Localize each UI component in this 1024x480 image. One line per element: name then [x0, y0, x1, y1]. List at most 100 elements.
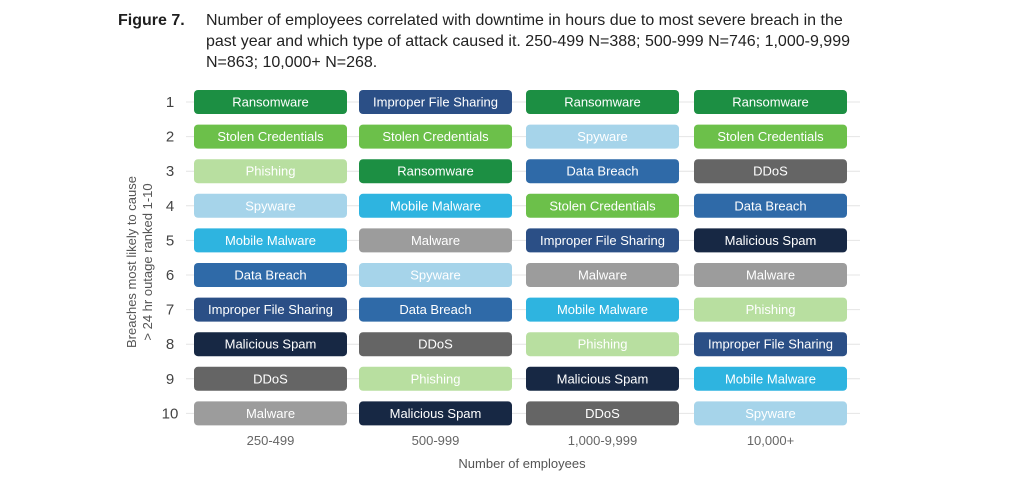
rank-cell-label: Malicious Spam	[557, 371, 649, 386]
rank-label: 1	[166, 94, 174, 111]
rank-cell-label: Malicious Spam	[725, 233, 817, 248]
rank-label: 9	[166, 371, 174, 388]
rank-cell-label: Malware	[578, 268, 627, 283]
rank-label: 5	[166, 232, 174, 249]
rank-cell-label: Mobile Malware	[725, 371, 816, 386]
x-axis-label: Number of employees	[458, 456, 586, 471]
rank-cell	[359, 332, 512, 357]
y-axis-label-line: > 24 hr outage ranked 1-10	[140, 183, 155, 340]
rank-cell	[194, 297, 347, 322]
rank-cell-label: Spyware	[577, 129, 628, 144]
rank-cell	[359, 193, 512, 218]
rank-cell-label: Data Breach	[734, 198, 806, 213]
rank-cell	[194, 90, 347, 114]
rank-cell-label: Ransomware	[397, 164, 474, 179]
rank-cell-label: Malicious Spam	[390, 406, 482, 421]
rank-cell	[526, 159, 679, 184]
rank-cell-label: Mobile Malware	[557, 302, 648, 317]
rank-cell	[694, 228, 847, 253]
rank-cell-label: DDoS	[418, 337, 453, 352]
rank-cell	[526, 228, 679, 253]
rank-cell	[359, 366, 512, 391]
rank-cell	[359, 90, 512, 114]
rank-cell-label: Phishing	[746, 302, 796, 317]
y-axis-label: Breaches most likely to cause > 24 hr out…	[124, 176, 155, 348]
rank-cell	[526, 401, 679, 426]
rank-cell	[694, 332, 847, 357]
rank-cell	[694, 124, 847, 149]
column-label: 10,000+	[747, 433, 794, 448]
column-label: 250-499	[247, 433, 295, 448]
rank-cell	[359, 297, 512, 322]
rank-cell-label: Malware	[246, 406, 295, 421]
rank-cell	[194, 159, 347, 184]
rank-cell-label: Spyware	[745, 406, 796, 421]
rank-cell-label: Stolen Credentials	[217, 129, 324, 144]
rank-cell-label: Phishing	[578, 337, 628, 352]
rank-cell	[526, 193, 679, 218]
rank-cell-label: Malicious Spam	[225, 337, 317, 352]
rank-cell-label: Improper File Sharing	[373, 95, 498, 110]
rank-cell-label: Spyware	[410, 268, 461, 283]
rank-cell	[359, 401, 512, 426]
rank-cell	[359, 228, 512, 253]
rank-cell	[359, 159, 512, 184]
rank-cell-label: Malware	[746, 268, 795, 283]
y-axis-label-line: Breaches most likely to cause	[124, 176, 139, 348]
rank-cell-label: Improper File Sharing	[540, 233, 665, 248]
rank-cell-label: Malware	[411, 233, 460, 248]
rank-cell	[194, 228, 347, 253]
rank-cell	[194, 366, 347, 391]
rank-cell-label: Spyware	[245, 198, 296, 213]
rank-cell-label: Ransomware	[732, 95, 809, 110]
rank-cell-label: Data Breach	[566, 164, 638, 179]
rank-cell	[194, 263, 347, 287]
rank-cell	[359, 263, 512, 287]
rank-cell	[194, 332, 347, 357]
rank-cell	[359, 124, 512, 149]
rank-cell	[194, 193, 347, 218]
rank-cell	[194, 124, 347, 149]
rank-cell-label: Stolen Credentials	[549, 198, 656, 213]
rank-cell-label: Stolen Credentials	[717, 129, 824, 144]
rank-cell	[526, 263, 679, 287]
rank-cell-label: Stolen Credentials	[382, 129, 489, 144]
rank-cell-label: DDoS	[753, 164, 788, 179]
rank-cell	[526, 297, 679, 322]
rank-cell-label: Phishing	[246, 164, 296, 179]
rank-label: 6	[166, 267, 174, 284]
rank-cell	[526, 90, 679, 114]
rank-cell-label: Ransomware	[564, 95, 641, 110]
rank-cell	[694, 263, 847, 287]
figure-label: Figure 7.	[118, 12, 185, 29]
rank-cell-label: Mobile Malware	[390, 198, 481, 213]
rank-cell-label: DDoS	[585, 406, 620, 421]
rank-cell-label: Data Breach	[234, 268, 306, 283]
rank-label: 10	[162, 405, 179, 422]
figure-caption-text: Number of employees correlated with down…	[206, 12, 850, 71]
rank-cell-label: Phishing	[411, 371, 461, 386]
rank-cell-label: Ransomware	[232, 95, 309, 110]
rank-cell	[694, 193, 847, 218]
rank-cell-label: Improper File Sharing	[708, 337, 833, 352]
rank-cell-label: Improper File Sharing	[208, 302, 333, 317]
rank-label: 8	[166, 336, 174, 353]
rank-cell	[694, 366, 847, 391]
rank-label: 7	[166, 302, 174, 319]
rank-label: 3	[166, 163, 174, 180]
rank-label: 4	[166, 198, 174, 215]
rank-cell	[526, 332, 679, 357]
rank-label: 2	[166, 129, 174, 146]
column-label: 500-999	[412, 433, 460, 448]
rank-cell	[526, 366, 679, 391]
column-label: 1,000-9,999	[568, 433, 637, 448]
rank-cell	[194, 401, 347, 426]
rank-cell	[694, 297, 847, 322]
rank-cell-label: Data Breach	[399, 302, 471, 317]
rank-cell-label: DDoS	[253, 371, 288, 386]
rank-cell	[694, 401, 847, 426]
rank-cell	[526, 124, 679, 149]
rank-cell	[694, 90, 847, 114]
rank-cell	[694, 159, 847, 184]
